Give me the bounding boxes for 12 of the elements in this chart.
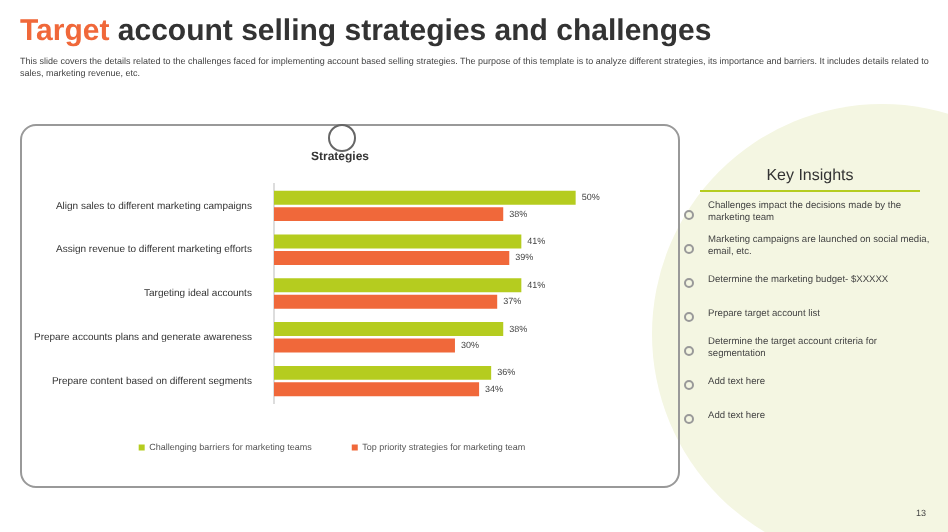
bar — [273, 338, 455, 353]
bar — [273, 207, 504, 222]
bar — [273, 234, 522, 249]
bar — [273, 365, 492, 380]
text: Key Insights — [700, 166, 920, 192]
bar — [273, 322, 504, 337]
bar — [273, 278, 522, 293]
bar — [273, 250, 510, 265]
bar — [273, 294, 498, 309]
chart-title: Target account selling strategies and challenges — [20, 14, 712, 48]
bar — [273, 382, 480, 397]
bar — [273, 190, 576, 205]
